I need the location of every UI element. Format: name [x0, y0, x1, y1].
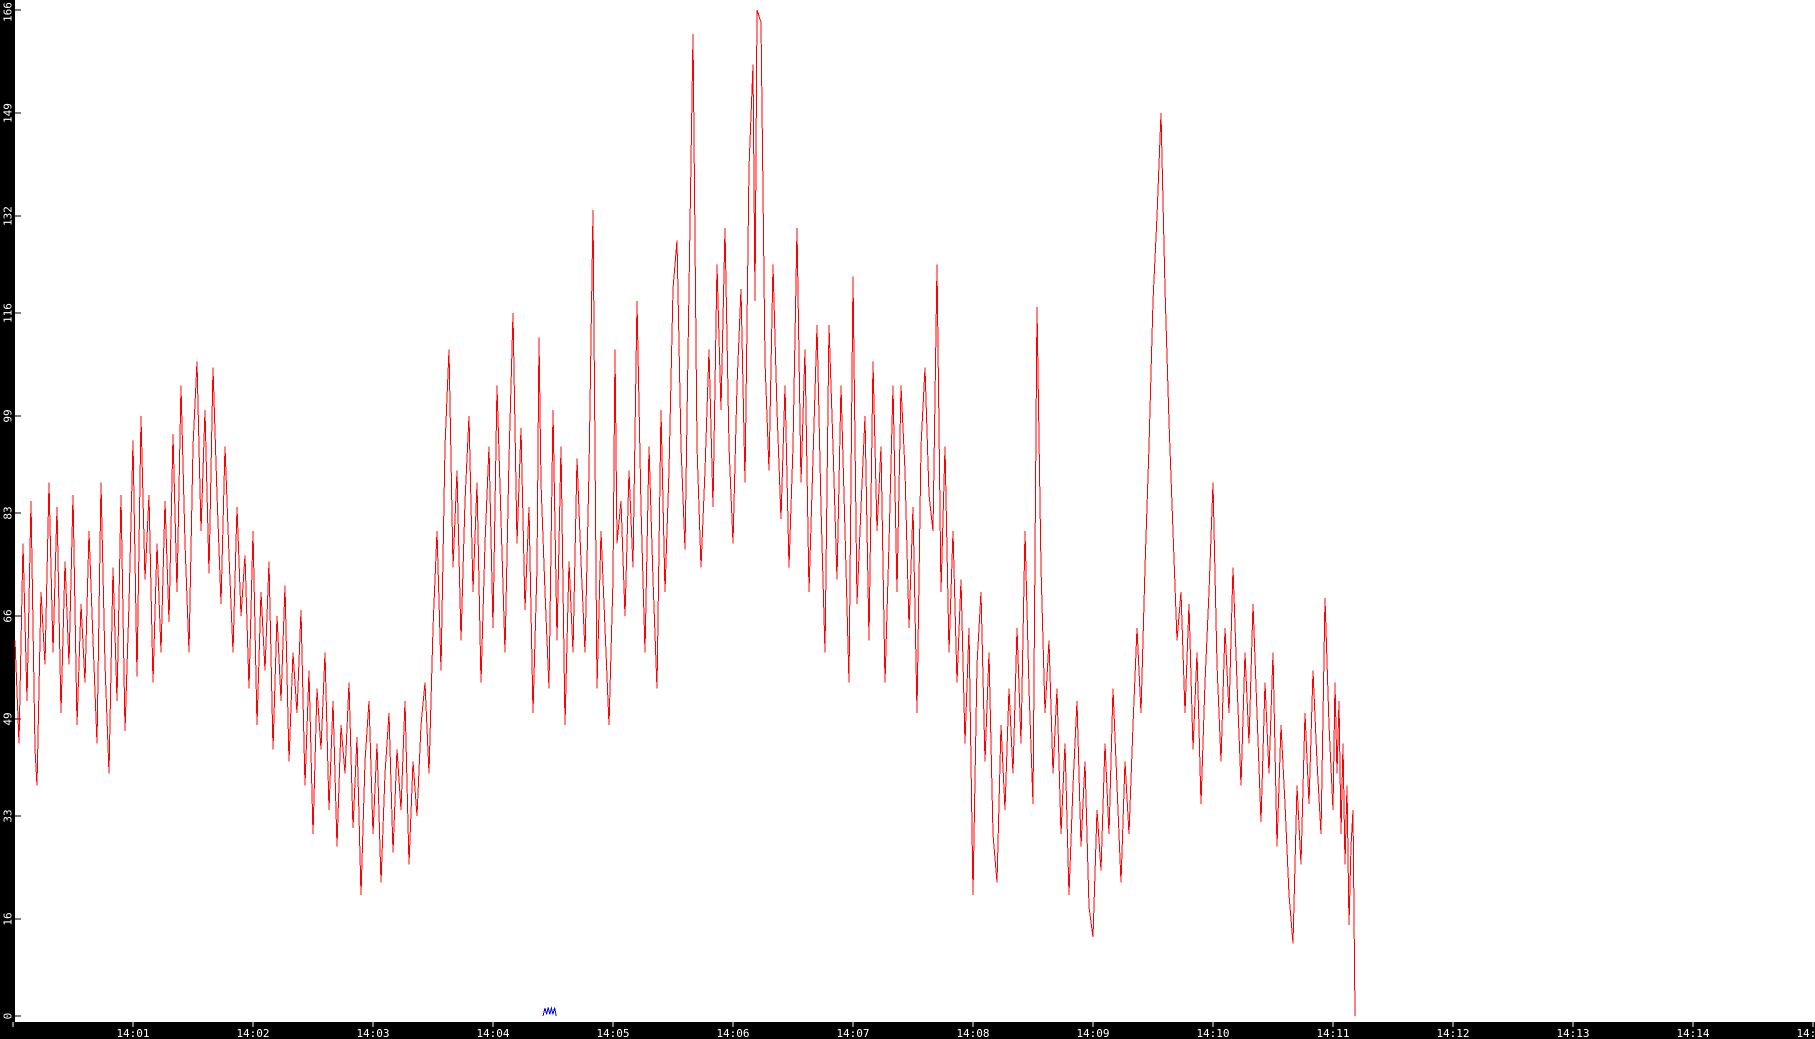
x-tick-label: 14:14: [1676, 1027, 1710, 1039]
x-tick-label: 14:03: [356, 1027, 390, 1039]
y-tick-label: 132: [1, 206, 14, 226]
y-tick-label: 116: [1, 303, 14, 323]
x-tick-label: 14:12: [1436, 1027, 1470, 1039]
x-tick-label: 14:06: [716, 1027, 750, 1039]
x-tick-label: 14:11: [1316, 1027, 1350, 1039]
y-tick-label: 83: [1, 506, 14, 520]
x-tick-label: 14:09: [1076, 1027, 1110, 1039]
x-tick-label: 14:13: [1556, 1027, 1590, 1039]
x-tick-label: 14:10: [1196, 1027, 1230, 1039]
x-tick-label: 14:02: [236, 1027, 270, 1039]
x-tick-label: 14:07: [836, 1027, 870, 1039]
y-tick-label: 149: [1, 103, 14, 123]
y-tick-label: 66: [1, 609, 14, 623]
secondary-blue-series-line: [542, 1006, 557, 1017]
primary-red-series-line: [14, 9, 1356, 1017]
y-tick-label: 0: [1, 1012, 14, 1020]
y-tick-label: 99: [1, 409, 14, 423]
y-tick-label: 16: [1, 912, 14, 926]
x-tick-label: 14:01: [116, 1027, 150, 1039]
x-tick-label: 14:15: [1796, 1027, 1815, 1039]
y-tick-label: 166: [1, 2, 14, 22]
y-axis-bar: [0, 0, 15, 1039]
y-tick-label: 33: [1, 809, 14, 823]
x-tick-label: 14:05: [596, 1027, 630, 1039]
x-axis-bar: [0, 1022, 1815, 1039]
x-tick-label: 14:04: [476, 1027, 510, 1039]
y-tick-label: 49: [1, 712, 14, 726]
x-tick-label: 14:08: [956, 1027, 990, 1039]
